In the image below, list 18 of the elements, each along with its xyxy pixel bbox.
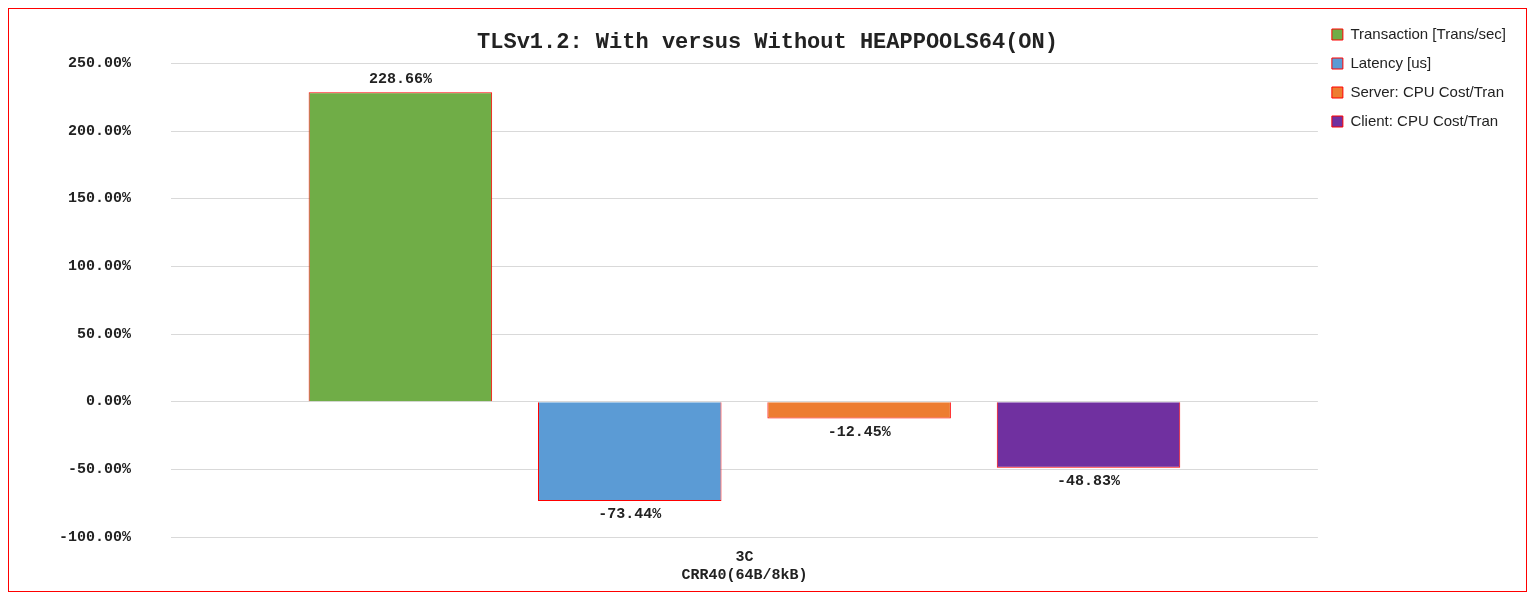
data-label: 228.66% [368, 70, 433, 88]
data-label: -12.45% [827, 423, 892, 441]
chart-title: TLSv1.2: With versus Without HEAPPOOLS64(ON) [477, 29, 1058, 55]
y-tick-label: 50.00% [77, 325, 132, 343]
legend-label: Client: CPU Cost/Tran [1350, 111, 1499, 129]
legend-label: Server: CPU Cost/Tran [1350, 82, 1505, 100]
legend-label: Transaction [Trans/sec] [1350, 24, 1507, 42]
y-tick-label: 200.00% [68, 122, 132, 140]
y-tick-label: -50.00% [68, 461, 132, 479]
y-tick-label: 250.00% [68, 55, 132, 73]
data-label: -73.44% [598, 506, 663, 524]
y-tick-label: 150.00% [68, 190, 132, 208]
legend-label: Latency [us] [1350, 53, 1432, 71]
y-tick-label: 0.00% [86, 393, 132, 411]
y-tick-label: 100.00% [68, 258, 132, 276]
y-tick-label: -100.00% [59, 528, 133, 546]
data-label: -48.83% [1057, 473, 1122, 491]
x-tick-label: 3C CRR40(64B/8kB) [681, 548, 808, 584]
